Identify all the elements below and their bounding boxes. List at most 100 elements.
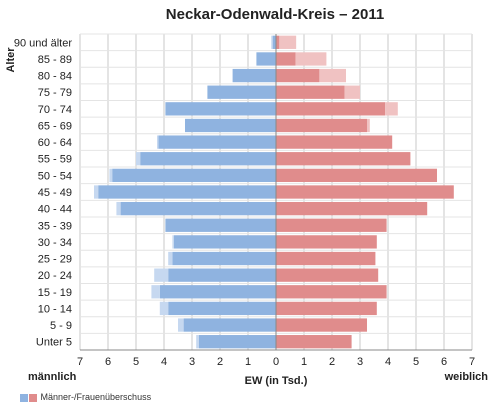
x-tick-label: 7 xyxy=(469,356,475,368)
bar-male xyxy=(199,335,276,349)
bar-male xyxy=(172,251,276,266)
bar-male xyxy=(98,185,276,199)
category-label: Unter 5 xyxy=(36,337,72,349)
bar-male-excess xyxy=(178,318,184,332)
bar-female xyxy=(276,268,379,282)
category-label: 50 - 54 xyxy=(38,170,72,182)
category-label: 45 - 49 xyxy=(38,187,72,199)
category-label: 90 und älter xyxy=(14,37,72,49)
category-label: 40 - 44 xyxy=(38,204,72,216)
bar-male-excess xyxy=(94,185,99,199)
category-label: 20 - 24 xyxy=(38,270,72,282)
x-tick-label: 4 xyxy=(385,356,391,368)
x-tick-label: 2 xyxy=(329,356,335,368)
bar-female xyxy=(276,235,377,249)
x-tick-label: 6 xyxy=(441,356,447,368)
bar-female xyxy=(276,85,345,99)
category-label: 60 - 64 xyxy=(38,137,72,149)
bar-female xyxy=(276,285,387,299)
bar-male-excess xyxy=(157,135,159,149)
x-tick-label: 1 xyxy=(245,356,251,368)
category-label: 65 - 69 xyxy=(38,120,72,132)
bar-male xyxy=(185,118,276,133)
bar-female-excess xyxy=(367,118,370,133)
bar-male-excess xyxy=(172,235,174,249)
category-label: 10 - 14 xyxy=(38,303,72,315)
category-label: 85 - 89 xyxy=(38,54,72,66)
bar-male-excess xyxy=(116,201,121,216)
category-label: 15 - 19 xyxy=(38,287,72,299)
legend-label: Männer-/Frauenüberschuss xyxy=(40,392,152,402)
category-label: 30 - 34 xyxy=(38,237,72,249)
bar-female xyxy=(276,185,454,199)
bar-male-excess xyxy=(168,251,173,266)
bar-female xyxy=(276,102,386,116)
category-label: 75 - 79 xyxy=(38,87,72,99)
bar-male xyxy=(207,85,276,99)
bar-female-excess xyxy=(319,68,346,83)
bar-male xyxy=(168,268,276,282)
bar-male-excess xyxy=(271,35,273,49)
category-label: 5 - 9 xyxy=(50,320,72,332)
bar-female xyxy=(276,68,320,83)
bar-male xyxy=(272,35,276,49)
bar-female-excess xyxy=(295,52,327,66)
bar-male xyxy=(112,168,276,183)
x-tick-label: 6 xyxy=(105,356,111,368)
female-side-label: weiblich xyxy=(444,371,489,383)
bar-male-excess xyxy=(154,268,169,282)
bar-male-excess xyxy=(136,152,141,166)
bar-female-excess xyxy=(385,102,398,116)
bar-male-excess xyxy=(151,285,160,299)
category-label: 55 - 59 xyxy=(38,154,72,166)
bar-male xyxy=(168,301,276,316)
bar-female xyxy=(276,35,280,49)
bar-male xyxy=(158,135,276,149)
bar-female-excess xyxy=(344,85,360,99)
category-label: 25 - 29 xyxy=(38,254,72,266)
bar-male xyxy=(173,235,276,249)
bar-male xyxy=(159,285,276,299)
category-label: 35 - 39 xyxy=(38,220,72,232)
legend: Männer-/Frauenüberschuss xyxy=(20,392,151,402)
bar-female xyxy=(276,201,428,216)
bar-male-excess xyxy=(196,335,199,349)
bar-female xyxy=(276,251,376,266)
bar-female xyxy=(276,335,352,349)
x-tick-label: 3 xyxy=(357,356,363,368)
legend-swatch-female xyxy=(29,393,37,402)
x-tick-label: 2 xyxy=(217,356,223,368)
bar-male xyxy=(183,318,276,332)
bar-female xyxy=(276,318,367,332)
chart-title: Neckar-Odenwald-Kreis – 2011 xyxy=(165,6,385,23)
bar-female xyxy=(276,118,367,133)
bar-male xyxy=(120,201,276,216)
category-label: 80 - 84 xyxy=(38,71,72,83)
bar-male xyxy=(232,68,276,83)
x-tick-label: 4 xyxy=(161,356,167,368)
legend-swatch-male xyxy=(20,393,28,402)
x-tick-label: 5 xyxy=(133,356,139,368)
male-side-label: männlich xyxy=(28,371,77,383)
x-tick-label: 5 xyxy=(413,356,419,368)
bar-female xyxy=(276,52,296,66)
bar-male xyxy=(140,152,276,166)
x-tick-label: 7 xyxy=(77,356,83,368)
bar-female xyxy=(276,218,387,232)
x-tick-label: 0 xyxy=(273,356,279,368)
bar-female xyxy=(276,135,393,149)
bar-female xyxy=(276,168,437,183)
bar-female-excess xyxy=(279,35,297,49)
category-label: 70 - 74 xyxy=(38,104,72,116)
x-axis-label: EW (in Tsd.) xyxy=(245,375,308,387)
bar-male-excess xyxy=(159,301,169,316)
bar-male-excess xyxy=(109,168,113,183)
y-axis-label: Alter xyxy=(5,47,17,73)
bar-female xyxy=(276,301,377,316)
bar-male xyxy=(165,102,276,116)
bar-female xyxy=(276,152,411,166)
bar-male xyxy=(165,218,276,232)
x-tick-label: 1 xyxy=(301,356,307,368)
